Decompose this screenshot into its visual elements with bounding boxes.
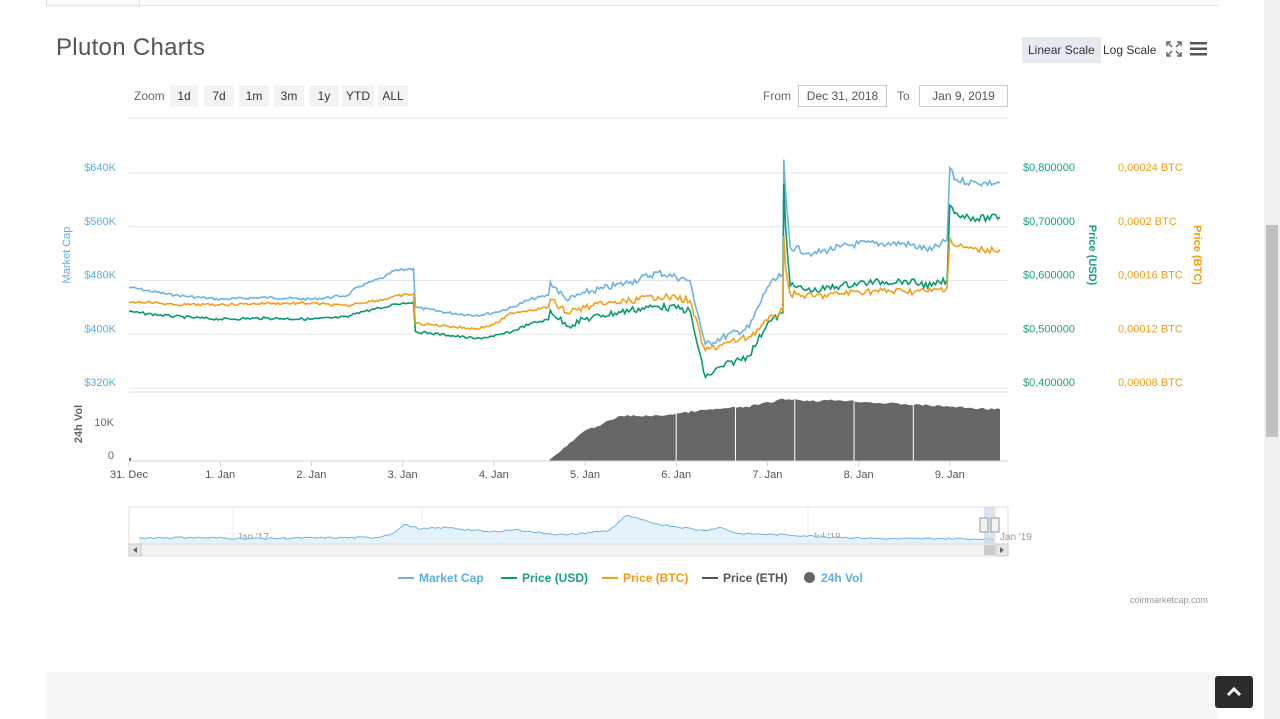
x-tick-label: 1. Jan [205,469,235,481]
series-line-price-btc [128,236,1001,353]
legend-price-usd[interactable]: Price (USD) [501,571,588,585]
legend-price-btc-label: Price (BTC) [623,571,689,585]
zoom-7d-button[interactable]: 7d [204,85,234,107]
eth-legend-line-icon [702,576,718,579]
btc-axis-title: Price (BTC) [1191,225,1203,285]
chart-legend: Market Cap Price (USD) Price (BTC) Price… [0,571,1280,589]
x-tick-label: 3. Jan [388,469,418,481]
fullscreen-icon[interactable] [1163,38,1185,60]
market-cap-tick: $640K [84,162,116,174]
usd-tick: $0,400000 [1023,377,1075,389]
x-tick-label: 5. Jan [570,469,600,481]
page-title: Pluton Charts [56,34,206,61]
btc-tick: 0,00024 BTC [1118,162,1183,174]
navigator-line [138,514,995,541]
credits-link[interactable]: coinmarketcap.com [1130,595,1209,605]
x-tick-label: 4. Jan [479,469,509,481]
usd-tick: $0,500000 [1023,323,1075,335]
scroll-right-arrow-icon [1000,547,1004,553]
btc-tick: 0,00008 BTC [1118,377,1183,389]
x-axis-ticks: 31. Dec 1. Jan 2. Jan 3. Jan 4. Jan 5. Jan 6. … [110,461,965,481]
legend-price-btc[interactable]: Price (BTC) [602,571,688,585]
btc-tick: 0,00012 BTC [1118,323,1183,335]
market-cap-tick: $560K [84,216,116,228]
market-cap-axis: $640K $560K $480K $400K $320K [84,162,116,389]
navigator-scrollbar[interactable] [128,543,1009,557]
volume-series [129,398,1000,461]
volume-tick-0: 0 [108,450,114,462]
scroll-left-arrow-icon [133,547,137,553]
zoom-1m-button[interactable]: 1m [239,85,269,107]
btc-tick: 0,0002 BTC [1118,216,1177,228]
zoom-3m-button[interactable]: 3m [274,85,304,107]
legend-24h-vol[interactable]: 24h Vol [804,571,863,585]
market-cap-axis-title: Market Cap [61,227,73,284]
market-cap-tick: $320K [84,377,116,389]
x-tick-label: 6. Jan [661,469,691,481]
x-tick-label: 7. Jan [752,469,782,481]
usd-axis-title: Price (USD) [1086,225,1098,286]
usd-tick: $0,600000 [1023,270,1075,282]
navigator-tick-label: Jan '17 [237,532,269,543]
volume-legend-dot-icon [804,572,815,584]
zoom-ytd-button[interactable]: YTD [342,85,374,107]
navigator-right-handle[interactable] [990,517,1000,533]
volume-tick-10k: 10K [94,417,114,429]
zoom-1d-button[interactable]: 1d [170,85,198,107]
zoom-1y-button[interactable]: 1y [309,85,339,107]
legend-market-cap-label: Market Cap [419,571,484,585]
scroll-thumb[interactable] [984,545,995,555]
btc-tick: 0,00016 BTC [1118,270,1183,282]
navigator-tick-label: Jan '19 [1000,532,1032,543]
navigator-area [139,515,994,544]
log-scale-button[interactable]: Log Scale [1103,43,1157,57]
volume-axis-title: 24h Vol [73,405,85,443]
series-line-market-cap [128,159,1001,347]
volume-start-mark [129,458,131,461]
legend-price-eth-label: Price (ETH) [723,571,788,585]
x-tick-label: 2. Jan [296,469,326,481]
to-label: To [897,89,910,103]
menu-icon[interactable] [1188,38,1210,60]
top-tab-bar [46,0,1218,7]
price-series [128,159,1001,380]
navigator-selection[interactable] [984,507,995,544]
usd-legend-line-icon [501,576,517,579]
footer-panel [46,672,1218,719]
navigator-left-handle[interactable] [979,517,989,533]
linear-scale-button[interactable]: Linear Scale [1022,37,1101,63]
x-tick-label: 9. Jan [935,469,965,481]
legend-price-eth[interactable]: Price (ETH) [702,571,788,585]
x-tick-label: 8. Jan [844,469,874,481]
legend-market-cap[interactable]: Market Cap [398,571,484,585]
page-scrollbar-thumb[interactable] [1266,225,1278,437]
zoom-all-button[interactable]: ALL [378,85,408,107]
tab-stub[interactable] [46,0,140,7]
usd-axis: $0,800000 $0,700000 $0,600000 $0,500000 $0,4… [1023,162,1075,389]
market-cap-tick: $400K [84,323,116,335]
series-line-price-usd [128,183,1001,380]
scroll-to-top-button[interactable] [1215,676,1253,708]
to-date-input[interactable] [919,85,1008,107]
zoom-label: Zoom [134,89,165,103]
from-date-input[interactable] [798,85,887,107]
market-cap-tick: $480K [84,270,116,282]
from-label: From [763,89,791,103]
usd-tick: $0,800000 [1023,162,1075,174]
btc-legend-line-icon [602,576,618,579]
usd-tick: $0,700000 [1023,216,1075,228]
market-cap-legend-line-icon [398,576,414,579]
legend-price-usd-label: Price (USD) [522,571,589,585]
page-scrollbar[interactable] [1264,0,1280,719]
btc-axis: 0,00024 BTC 0,0002 BTC 0,00016 BTC 0,00012 … [1118,162,1183,389]
chevron-up-icon [1226,686,1242,697]
volume-area [129,398,1000,461]
grid-lines [129,172,1008,389]
legend-24h-vol-label: 24h Vol [821,571,863,585]
x-tick-label: 31. Dec [110,469,148,481]
